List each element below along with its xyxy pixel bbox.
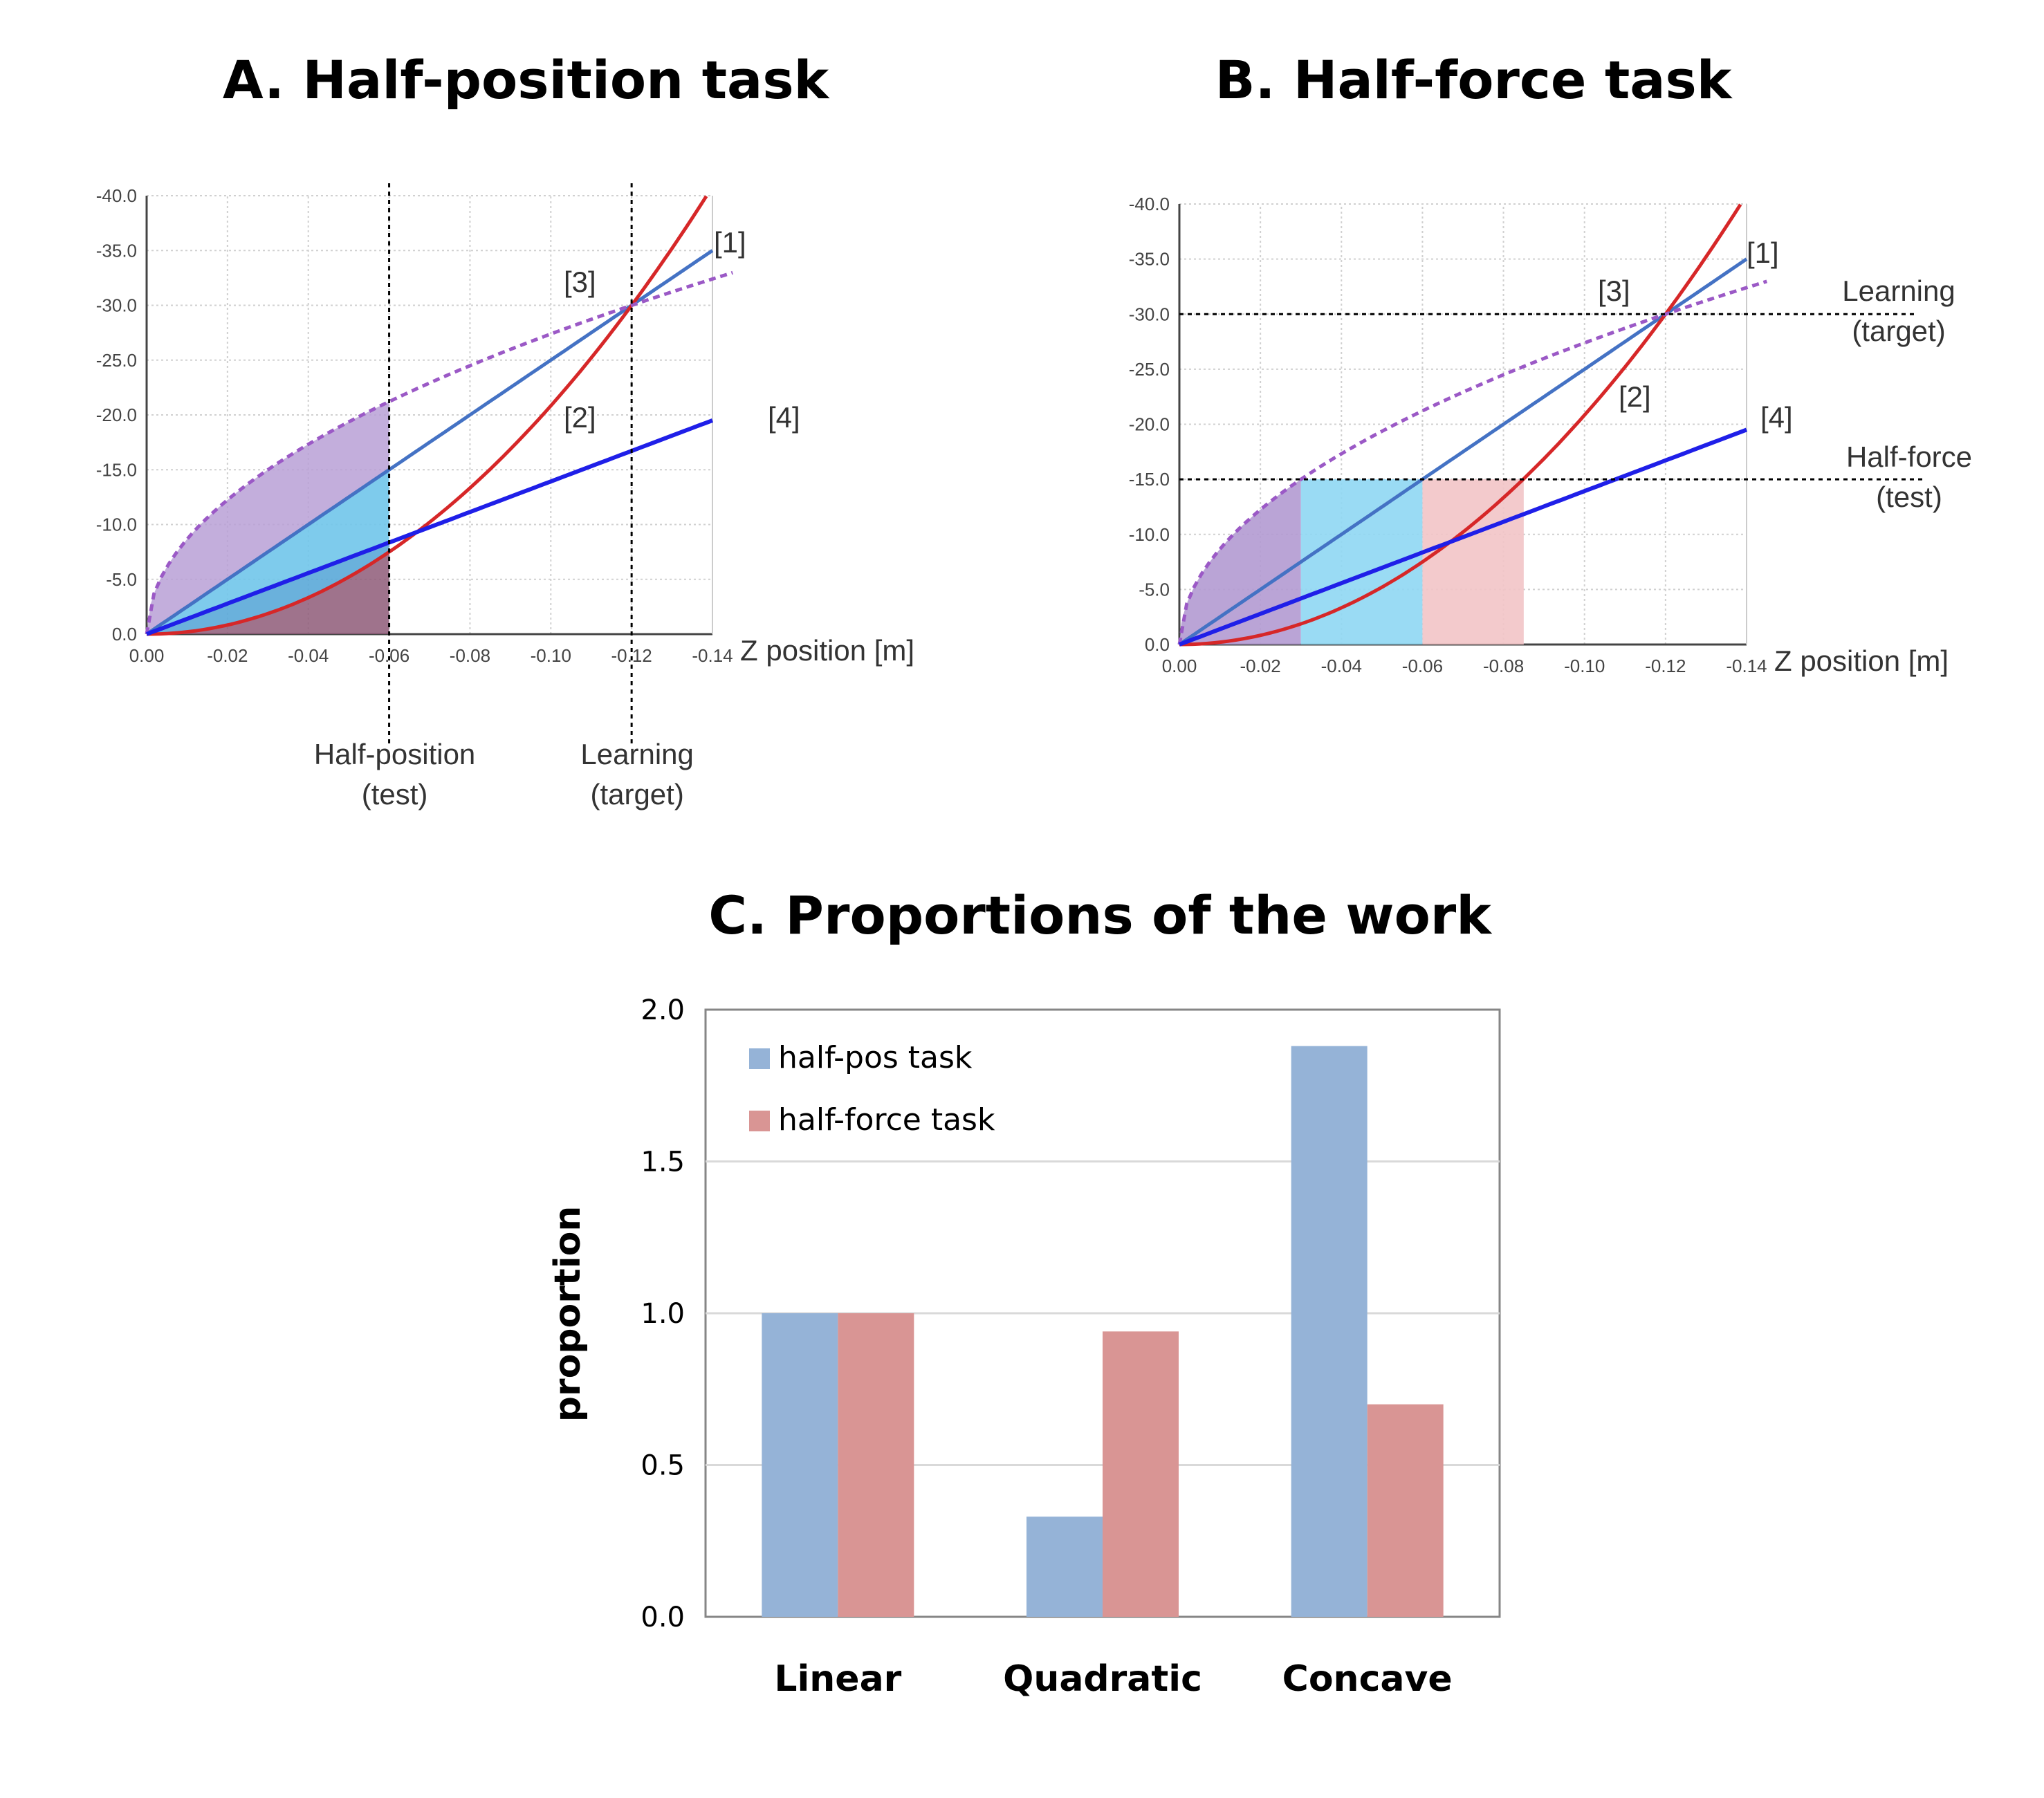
series-line-2 — [1179, 203, 1742, 647]
panel-b-chart: 0.00 -0.02 -0.04 -0.06 -0.08 -0.10 -0.12 -0.14 0… — [1129, 194, 1972, 677]
y-tick-label: 1.5 — [641, 1147, 685, 1178]
bar-quadratic-half-force — [1103, 1331, 1179, 1617]
marker-label-target: Learning — [1842, 275, 1955, 307]
shaded-area-concave — [1179, 479, 1301, 645]
y-tick-label: -30.0 — [96, 295, 137, 316]
y-tick-label: -5.0 — [106, 569, 137, 590]
legend-swatch — [749, 1048, 770, 1069]
x-tick-label: -0.02 — [207, 645, 248, 666]
marker-label-target-sub: (target) — [590, 778, 683, 810]
category-label: Linear — [774, 1658, 901, 1700]
series-label-3: [3] — [564, 266, 596, 298]
y-tick-label: -40.0 — [1129, 194, 1170, 214]
shaded-area-concave — [147, 401, 389, 634]
x-tick-label: -0.10 — [1564, 656, 1605, 676]
y-tick-label: 0.0 — [112, 624, 137, 645]
y-tick-label: 0.0 — [641, 1602, 685, 1633]
bar-linear-half-pos — [762, 1313, 838, 1617]
x-tick-label: -0.12 — [1645, 656, 1686, 676]
series-label-3: [3] — [1598, 275, 1630, 307]
y-tick-label: -10.0 — [1129, 524, 1170, 545]
shaded-area-linear — [1300, 479, 1423, 645]
x-tick-label: -0.14 — [1726, 656, 1767, 676]
x-tick-label: -0.06 — [1402, 656, 1443, 676]
x-tick-label: -0.14 — [692, 645, 733, 666]
category-label: Concave — [1282, 1658, 1453, 1700]
shaded-area-quadratic — [1422, 479, 1524, 645]
y-tick-label: -20.0 — [96, 405, 137, 425]
series-line-2 — [146, 195, 708, 636]
category-label: Quadratic — [1003, 1658, 1202, 1700]
panel-c-chart: 0.0 0.5 1.0 1.5 2.0 Linear Quadratic Concave pro… — [547, 994, 1501, 1700]
legend-swatch — [749, 1111, 770, 1131]
series-label-4: [4] — [1760, 401, 1793, 434]
series-line-4 — [145, 418, 714, 636]
series-label-4: [4] — [768, 401, 800, 434]
marker-label-test-sub: (test) — [1876, 481, 1942, 513]
legend-label: half-force task — [778, 1102, 995, 1138]
x-tick-label: 0.00 — [129, 645, 165, 666]
series-label-2: [2] — [1619, 380, 1651, 413]
bar-linear-half-force — [838, 1313, 914, 1617]
y-tick-label: -35.0 — [1129, 249, 1170, 270]
bar-concave-half-force — [1367, 1404, 1444, 1617]
x-tick-label: -0.04 — [1321, 656, 1362, 676]
marker-label-target-sub: (target) — [1852, 315, 1945, 347]
legend-label: half-pos task — [778, 1040, 973, 1075]
series-line-1 — [1178, 257, 1748, 647]
x-tick-label: -0.08 — [1483, 656, 1524, 676]
bar-quadratic-half-pos — [1026, 1517, 1103, 1617]
y-tick-label: 0.0 — [1145, 634, 1170, 655]
y-tick-label: -25.0 — [96, 350, 137, 371]
y-tick-label: 1.0 — [641, 1298, 685, 1330]
y-tick-label: -30.0 — [1129, 304, 1170, 324]
marker-label-test: Half-force — [1846, 441, 1972, 473]
series-line-3 — [1177, 279, 1768, 645]
x-tick-label: -0.08 — [450, 645, 490, 666]
y-tick-label: -10.0 — [96, 515, 137, 535]
y-tick-label: 2.0 — [641, 994, 685, 1026]
y-tick-label: -15.0 — [1129, 469, 1170, 490]
series-line-1 — [145, 249, 714, 636]
series-line-4 — [1178, 427, 1748, 647]
x-tick-label: -0.02 — [1240, 656, 1281, 676]
series-label-2: [2] — [564, 401, 596, 434]
panel-c-title: C. Proportions of the work — [708, 884, 1492, 946]
marker-label-test: Half-position — [314, 738, 475, 770]
x-tick-label: -0.10 — [531, 645, 571, 666]
y-tick-label: -25.0 — [1129, 359, 1170, 380]
y-tick-label: -5.0 — [1139, 579, 1170, 600]
panel-a-chart: 0.00 -0.02 -0.04 -0.06 -0.08 -0.10 -0.12 -0.140… — [96, 183, 914, 810]
bar-concave-half-pos — [1291, 1046, 1368, 1617]
y-tick-label: 0.5 — [641, 1450, 685, 1482]
y-tick-label: -40.0 — [96, 185, 137, 206]
x-tick-label: -0.04 — [288, 645, 329, 666]
series-label-1: [1] — [1747, 237, 1779, 269]
y-tick-label: -35.0 — [96, 240, 137, 261]
y-tick-label: -20.0 — [1129, 414, 1170, 435]
series-line-3 — [145, 270, 733, 635]
panel-a-title: A. Half-position task — [223, 49, 830, 111]
x-axis-label: Z position [m] — [1774, 645, 1949, 677]
x-tick-label: 0.00 — [1162, 656, 1197, 676]
panel-b-title: B. Half-force task — [1215, 49, 1733, 111]
x-axis-label: Z position [m] — [740, 634, 914, 667]
series-label-1: [1] — [714, 226, 746, 259]
y-axis-label: proportion — [547, 1206, 589, 1422]
shaded-area-quadratic — [147, 552, 389, 634]
y-tick-label: -15.0 — [96, 459, 137, 480]
marker-label-target: Learning — [580, 738, 693, 770]
marker-label-test-sub: (test) — [362, 778, 428, 810]
